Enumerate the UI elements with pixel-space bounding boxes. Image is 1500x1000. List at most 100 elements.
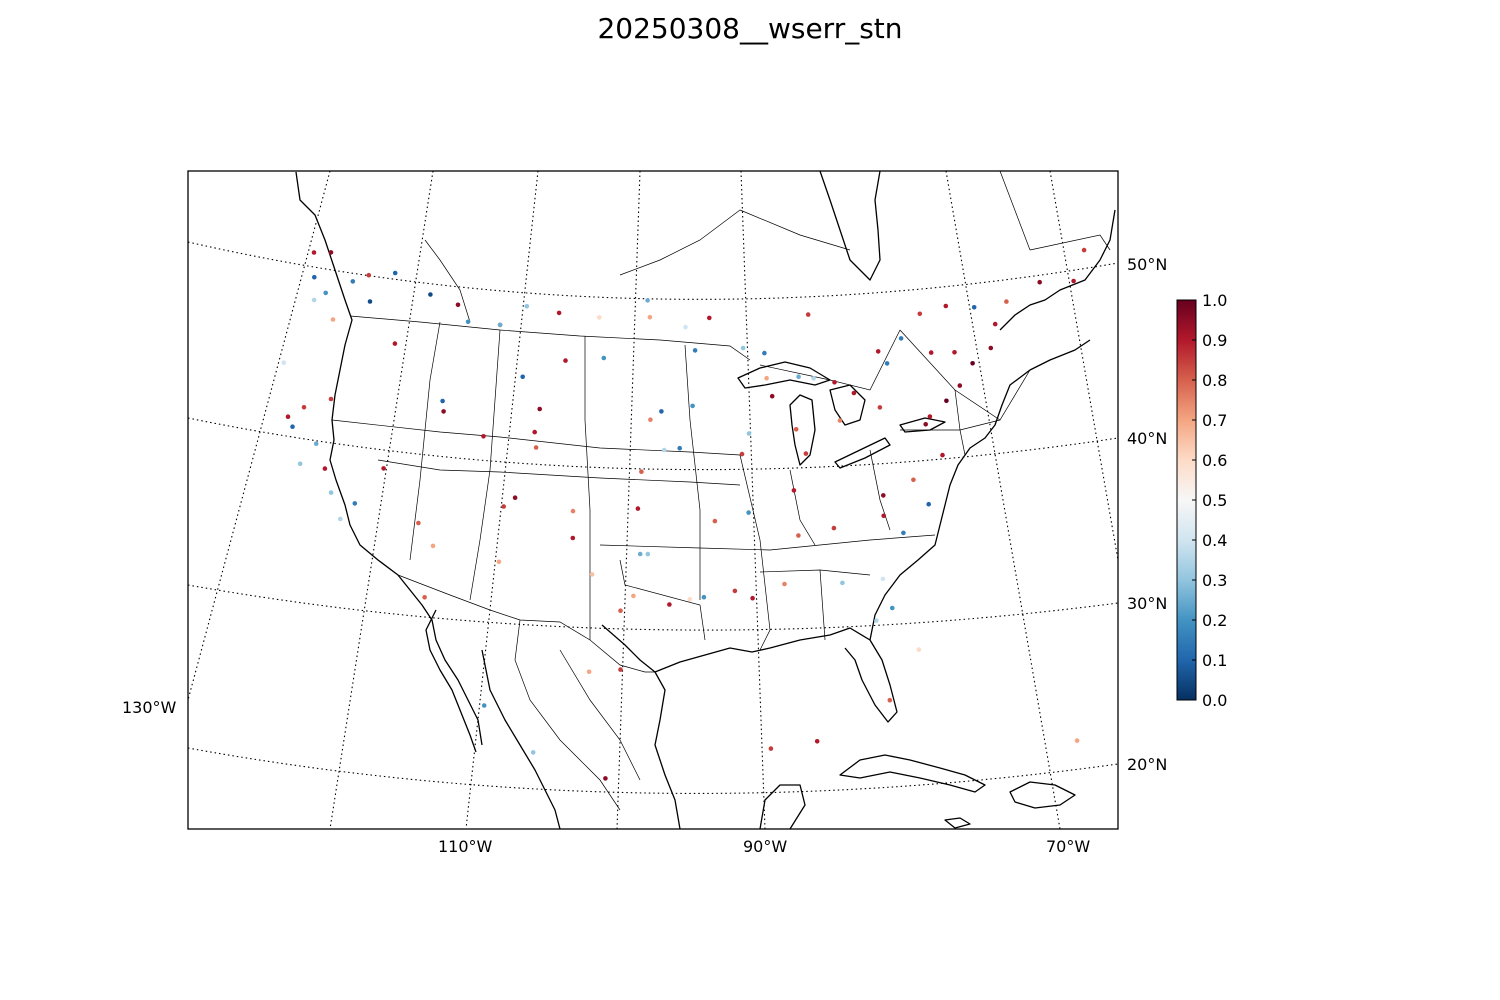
lat-label-30n: 30°N [1127,594,1167,613]
station-point [944,398,949,404]
great-lakes-ontario [899,417,946,433]
station-point [416,520,421,526]
station-point [796,533,801,538]
station-point [791,488,797,493]
station-point [631,593,636,599]
colorbar-tick-label: 0.7 [1202,411,1227,430]
station-point [392,341,398,346]
station-point [881,493,886,498]
station-point [677,445,682,451]
station-point [311,250,317,255]
hudson-bay-shore [819,171,881,281]
station-point [898,336,904,341]
graticule-meridians [188,171,1118,829]
station-point [683,324,688,330]
station-point [648,417,653,423]
station-point [618,608,623,613]
colorbar-ticks: 1.0 0.9 0.8 0.7 0.6 0.5 0.4 0.3 0.2 0.1 0.0 [1192,291,1227,710]
station-point [764,375,769,381]
station-point [667,602,672,607]
station-point [796,374,801,380]
station-point [285,414,291,420]
station-point [537,406,542,412]
station-point [597,315,602,320]
station-point [687,596,693,602]
station-point [328,250,334,255]
station-point [923,422,928,427]
station-point [712,518,718,524]
map-frame-background [188,171,1118,829]
station-point [1071,278,1076,284]
gulf-coast [601,624,681,829]
colorbar-tick-label: 0.1 [1202,651,1227,670]
station-points [281,247,1087,781]
station-point [496,559,502,565]
station-point [647,314,653,320]
station-point [971,305,977,310]
great-lakes-michigan [789,394,816,466]
station-point [338,516,343,522]
station-point [301,405,307,410]
border-22 [739,209,851,251]
station-point [440,398,445,404]
station-point [570,535,576,541]
jamaica [944,817,971,829]
meridian-70w [1049,171,1118,561]
great-lakes-erie [834,437,891,469]
station-point [740,345,746,351]
station-point [501,504,507,509]
station-point [690,403,695,409]
station-point [645,298,650,303]
station-point [940,452,945,458]
border-18 [899,329,1031,421]
station-point [524,304,530,309]
station-point [874,618,879,623]
border-17 [559,649,641,781]
station-point [311,297,317,303]
station-point [323,290,329,296]
station-point [635,506,641,511]
border-23 [424,239,471,323]
border-16 [514,619,621,811]
colorbar-tick-label: 0.4 [1202,531,1227,550]
station-point [692,348,698,353]
station-point [570,508,576,514]
border-1 [331,419,741,456]
border-6 [684,344,701,600]
station-point [661,447,667,453]
cuba [839,754,986,793]
station-point [768,746,774,751]
border-5 [584,336,591,640]
station-point [532,429,537,435]
station-point [639,469,644,475]
mexico-pacific [481,649,561,829]
station-point [481,434,486,439]
station-point [422,595,427,600]
station-point [782,581,787,587]
station-point [281,360,287,366]
station-point [992,321,998,327]
station-point [880,576,886,582]
station-point [1004,299,1009,304]
lat-label-20n: 20°N [1127,755,1167,774]
border-3 [409,321,441,561]
colorbar-tick-label: 0.9 [1202,331,1227,350]
colorbar-tick-label: 0.3 [1202,571,1227,590]
station-point [832,380,837,385]
station-point [530,750,536,755]
border-19 [1029,234,1111,251]
pacific-coast [295,171,483,746]
station-point [430,543,436,549]
us-mexico-border [397,574,655,673]
station-point [601,355,607,361]
station-point [659,409,664,414]
station-point [803,451,809,456]
station-point [887,697,893,703]
parallel-50n [188,241,1118,300]
station-point [512,495,518,501]
station-point [901,530,906,536]
station-point [428,292,433,297]
station-point [589,572,595,577]
station-point [381,466,386,471]
